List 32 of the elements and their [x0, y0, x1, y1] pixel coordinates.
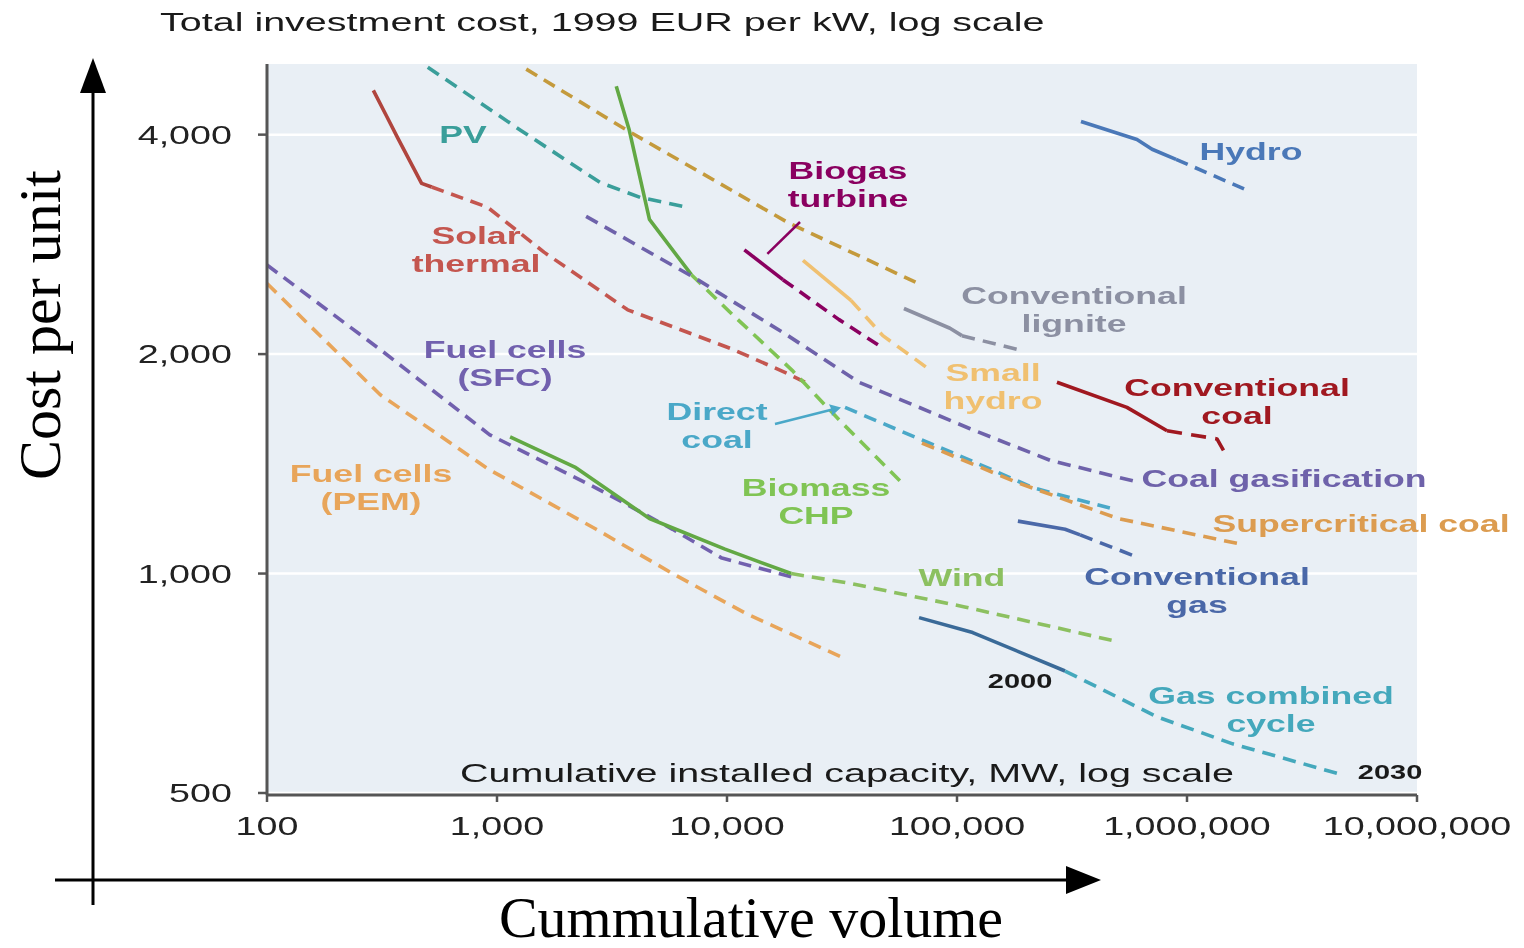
series-label: Gas combined cycle: [1148, 683, 1394, 737]
series-label: Supercritical coal: [1212, 511, 1510, 537]
x-tick-label: 100: [235, 811, 299, 841]
annotation: Cumulative installed capacity, MW, log scale: [459, 759, 1235, 788]
y-axis-title: Cost per unit: [7, 169, 73, 480]
x-tick-label: 10,000: [669, 811, 785, 841]
legend-label: Direct coal: [666, 399, 768, 453]
x-tick-label: 1,000,000: [1103, 811, 1271, 841]
series-label: Wind: [918, 565, 1006, 591]
annotation: 2000: [987, 669, 1053, 693]
chart-title: Total investment cost, 1999 EUR per kW, log scale: [160, 8, 1045, 37]
x-tick-label: 10,000,000: [1322, 811, 1512, 841]
x-tick-label: 100,000: [888, 811, 1026, 841]
x-axis-title: Cummulative volume: [498, 885, 1004, 948]
series-label: Coal gasification: [1141, 466, 1427, 492]
series-label: Fuel cells (SFC): [423, 337, 587, 391]
series-label: Biomass CHP: [741, 475, 891, 529]
series-label: PV: [439, 122, 487, 148]
annotation: 2030: [1357, 760, 1423, 784]
x-tick-label: 1,000: [449, 811, 545, 841]
y-tick-label: 4,000: [137, 120, 232, 150]
series-label: Conventional gas: [1084, 564, 1310, 618]
y-tick-label: 1,000: [137, 559, 232, 589]
series-label: Hydro: [1199, 139, 1303, 165]
series-label: Conventional coal: [1124, 375, 1350, 429]
series-label: Conventional lignite: [961, 283, 1187, 337]
y-tick-label: 500: [169, 778, 232, 808]
series-label: Fuel cells (PEM): [289, 461, 453, 515]
series-label: Solar thermal: [411, 223, 541, 277]
y-tick-label: 2,000: [137, 339, 232, 369]
text: Biogas turbine: [787, 158, 909, 212]
text: Small hydro: [943, 360, 1043, 414]
